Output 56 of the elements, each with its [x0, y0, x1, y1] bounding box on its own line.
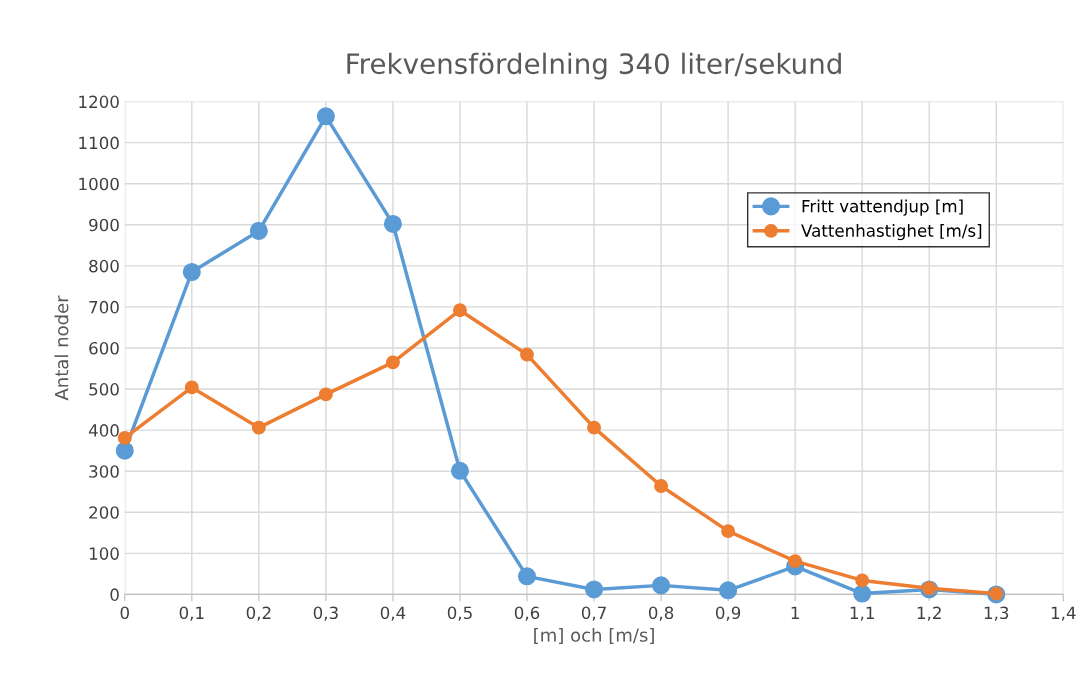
x-tick-label: 1,2	[917, 606, 941, 621]
y-tick-label: 400	[88, 424, 119, 437]
x-tick-label: 0	[120, 606, 129, 620]
legend-label: Vattenhastighet [m/s]	[801, 224, 982, 241]
y-tick-label: 500	[89, 383, 119, 396]
y-tick-label: 300	[89, 465, 119, 478]
point	[654, 479, 669, 493]
point	[788, 554, 803, 569]
point	[719, 581, 738, 600]
point	[855, 573, 870, 588]
x-tick-label: 0,3	[313, 606, 338, 621]
y-tick-label: 1000	[79, 177, 119, 191]
x-tick-label: 0,7	[581, 606, 606, 621]
point	[182, 262, 201, 282]
y-axis-title: Antal noder	[54, 295, 69, 401]
y-tick-label: 1100	[79, 136, 119, 150]
point	[117, 430, 132, 445]
x-tick-label: 1,1	[850, 606, 874, 621]
point	[721, 524, 736, 539]
x-tick-label: 0,5	[447, 606, 472, 621]
point	[517, 567, 537, 586]
x-tick-label: 1,4	[1051, 606, 1076, 621]
legend-label: Fritt vattendjup [m]	[802, 199, 963, 216]
point	[453, 303, 467, 318]
point	[385, 355, 400, 370]
point	[318, 387, 333, 402]
point	[450, 461, 469, 480]
y-tick-label: 100	[89, 547, 119, 560]
point	[249, 221, 268, 240]
point	[587, 420, 601, 435]
y-tick-label: 900	[89, 218, 119, 232]
point	[652, 576, 671, 595]
x-tick-label: 0,4	[380, 606, 406, 621]
y-tick-label: 200	[89, 506, 119, 519]
point	[184, 380, 199, 395]
point	[520, 347, 534, 362]
x-tick-label: 0,2	[246, 606, 271, 621]
x-tick-label: 1	[791, 606, 799, 619]
y-tick-label: 600	[89, 341, 119, 355]
x-tick-label: 1,3	[984, 606, 1009, 621]
x-tick-label: 0,1	[179, 606, 204, 621]
x-tick-label: 0,9	[715, 606, 741, 621]
y-tick-label: 1200	[79, 95, 119, 109]
point	[585, 580, 604, 599]
x-tick-label: 0,6	[514, 606, 540, 621]
x-tick-label: 0,8	[648, 606, 674, 621]
point	[853, 584, 872, 603]
point	[115, 441, 134, 460]
x-axis-title: [m] och [m/s]	[534, 627, 654, 644]
point	[316, 107, 335, 126]
point	[251, 420, 266, 435]
y-tick-label: 800	[89, 259, 119, 273]
point	[383, 214, 402, 233]
chart-title: Frekvensfördelning 340 liter/sekund	[347, 52, 841, 80]
y-tick-label: 0	[110, 588, 119, 601]
y-tick-label: 700	[89, 300, 119, 314]
